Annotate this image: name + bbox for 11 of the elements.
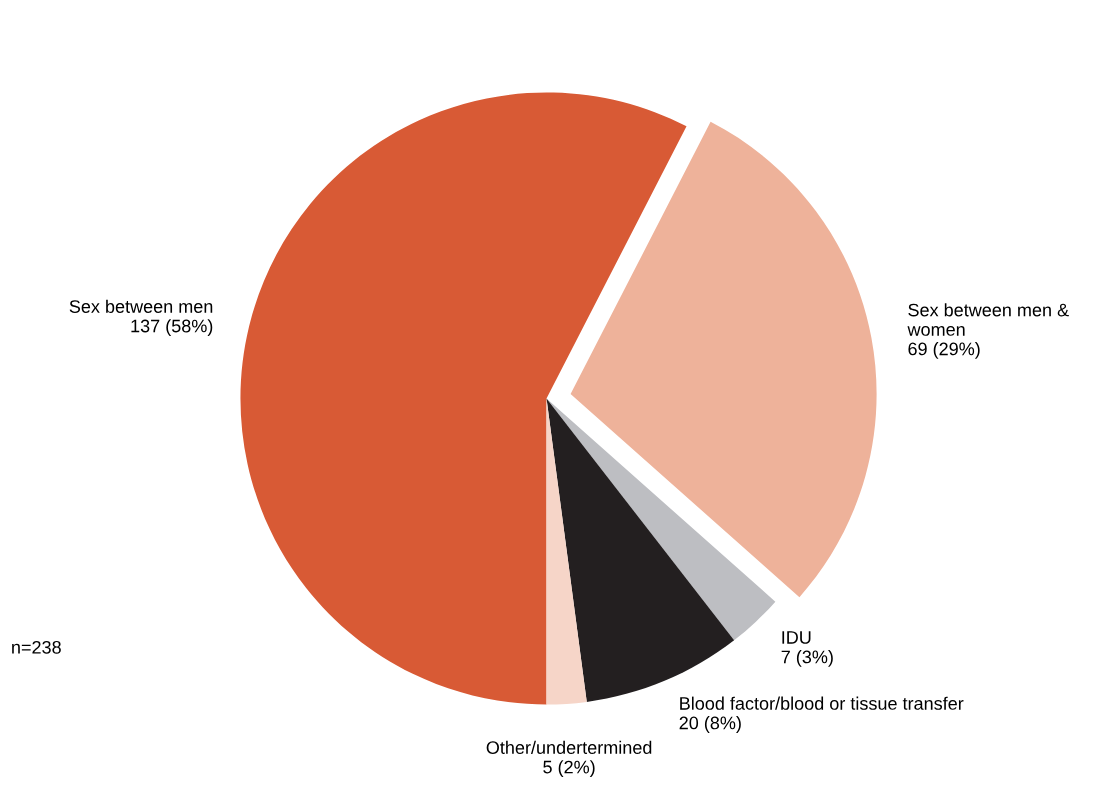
slice-label: Sex between men bbox=[69, 299, 213, 313]
slice-label: Other/undertermined bbox=[486, 740, 652, 755]
data-label: 69 (29%) bbox=[908, 342, 980, 359]
data-label: 137 (58%) bbox=[131, 319, 213, 336]
slice-label: IDU bbox=[782, 631, 811, 644]
slice-label: Sex between men & women bbox=[907, 303, 1069, 336]
data-label: 7 (3%) bbox=[781, 650, 833, 667]
data-label: 20 (8%) bbox=[679, 716, 741, 733]
slice-label: Blood factor/blood or tissue transfer bbox=[680, 696, 964, 710]
text: n=238 bbox=[12, 640, 61, 654]
data-label: 5 (2%) bbox=[543, 760, 595, 778]
